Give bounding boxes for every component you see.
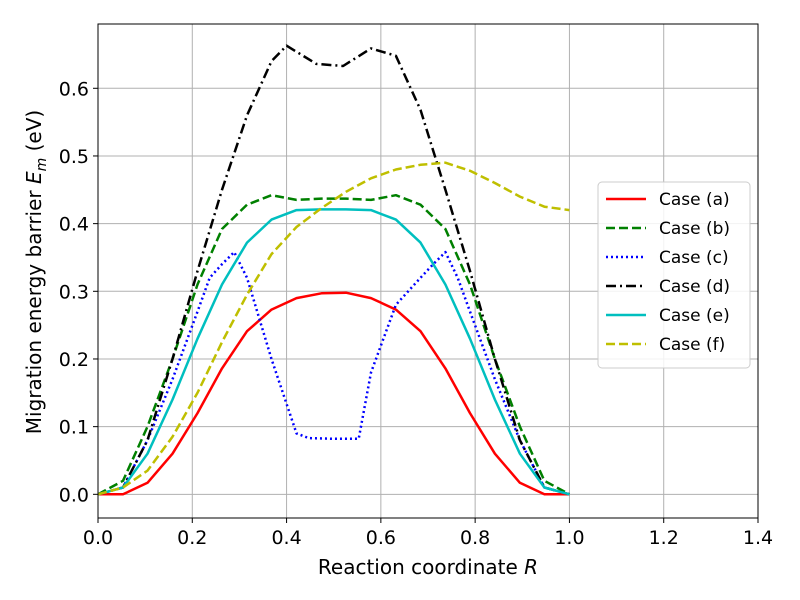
y-tick-label: 0.6 — [59, 78, 89, 100]
x-tick-label: 1.0 — [554, 527, 584, 549]
series-line-case-c — [97, 250, 570, 496]
y-axis-label-text: Migration energy barrier — [22, 190, 46, 435]
y-tick-label: 0.5 — [59, 146, 89, 168]
series-line-case-f — [97, 161, 570, 496]
y-tick-label: 0.0 — [59, 484, 89, 506]
series-line-case-d — [97, 44, 570, 496]
y-axis-label-variable: E — [22, 171, 46, 184]
x-tick-label: 0.4 — [271, 527, 301, 549]
y-tick-label: 0.3 — [59, 281, 89, 303]
series-line-case-e — [97, 208, 570, 496]
x-axis-label-variable: R — [524, 555, 538, 579]
x-tick-label: 0.8 — [460, 527, 490, 549]
legend-label: Case (a) — [659, 190, 730, 210]
legend-label: Case (d) — [659, 277, 730, 297]
x-tick-label: 0.0 — [83, 527, 113, 549]
legend-label: Case (f) — [659, 335, 725, 355]
plot-frame — [97, 23, 759, 519]
series-line-case-b — [97, 193, 570, 496]
x-axis-label: Reaction coordinate R — [318, 555, 538, 579]
axis-ticks: 0.0 0.2 0.4 0.6 0.8 1.0 1.2 1.4 0.0 0.1 0.2 0.3 0.4 0… — [59, 78, 773, 549]
legend-label: Case (b) — [659, 219, 730, 239]
y-axis-label-subscript: m — [34, 158, 50, 172]
series-layer — [97, 44, 570, 496]
x-tick-label: 0.2 — [177, 527, 207, 549]
y-axis-label: Migration energy barrier Em (eV) — [22, 110, 51, 434]
x-tick-label: 1.2 — [649, 527, 679, 549]
x-tick-label: 0.6 — [366, 527, 396, 549]
legend-label: Case (e) — [659, 306, 730, 326]
legend-label: Case (c) — [659, 248, 729, 268]
legend: Case (a) Case (b) Case (c) Case (d) Case (e)… — [597, 181, 751, 369]
y-tick-label: 0.2 — [59, 349, 89, 371]
y-tick-label: 0.4 — [59, 214, 89, 236]
y-tick-label: 0.1 — [59, 417, 89, 439]
x-tick-label: 1.4 — [743, 527, 773, 549]
x-axis-label-text: Reaction coordinate — [318, 555, 518, 579]
series-line-case-a — [98, 291, 570, 496]
y-axis-label-unit: (eV) — [22, 110, 46, 152]
